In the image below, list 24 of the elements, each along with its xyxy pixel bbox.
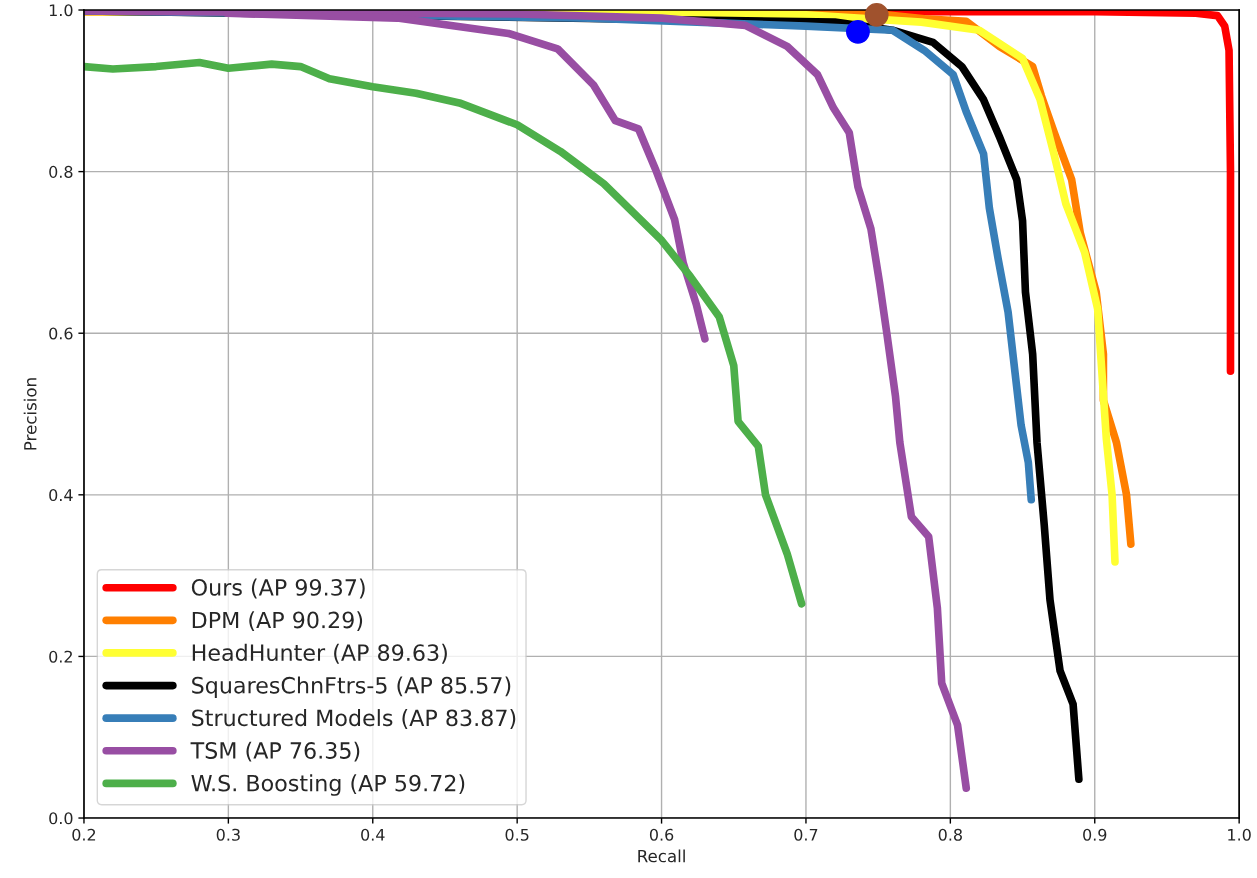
x-tick-label: 1.0 bbox=[1228, 828, 1251, 841]
y-tick-label: 0.4 bbox=[49, 489, 73, 502]
legend-label: DPM (AP 90.29) bbox=[192, 611, 363, 632]
x-axis-title: Recall bbox=[638, 849, 685, 863]
x-tick-label: 0.9 bbox=[1083, 828, 1107, 841]
x-tick-label: 0.8 bbox=[938, 828, 962, 841]
y-tick-label: 0.6 bbox=[49, 327, 73, 340]
legend-label: SquaresChnFtrs-5 (AP 85.57) bbox=[192, 676, 511, 698]
legend-label: Ours (AP 99.37) bbox=[191, 578, 365, 599]
y-tick-label: 0.2 bbox=[49, 650, 72, 663]
y-tick-label: 0.0 bbox=[49, 812, 73, 825]
legend-label: Structured Models (AP 83.87) bbox=[192, 709, 516, 729]
x-tick-label: 0.4 bbox=[361, 828, 385, 841]
x-tick-label: 0.6 bbox=[649, 828, 674, 841]
y-axis-title: Precision bbox=[23, 378, 37, 450]
x-tick-label: 0.3 bbox=[216, 828, 240, 841]
legend-label: W.S. Boosting (AP 59.72) bbox=[191, 774, 465, 796]
x-tick-label: 0.5 bbox=[505, 828, 529, 841]
x-tick-label: 0.2 bbox=[72, 828, 96, 841]
x-tick-label: 0.7 bbox=[794, 828, 818, 841]
legend-label: TSM (AP 76.35) bbox=[190, 741, 360, 762]
y-tick-label: 1.0 bbox=[49, 4, 73, 17]
legend-label: HeadHunter (AP 89.63) bbox=[192, 643, 447, 664]
y-tick-label: 0.8 bbox=[49, 165, 73, 178]
